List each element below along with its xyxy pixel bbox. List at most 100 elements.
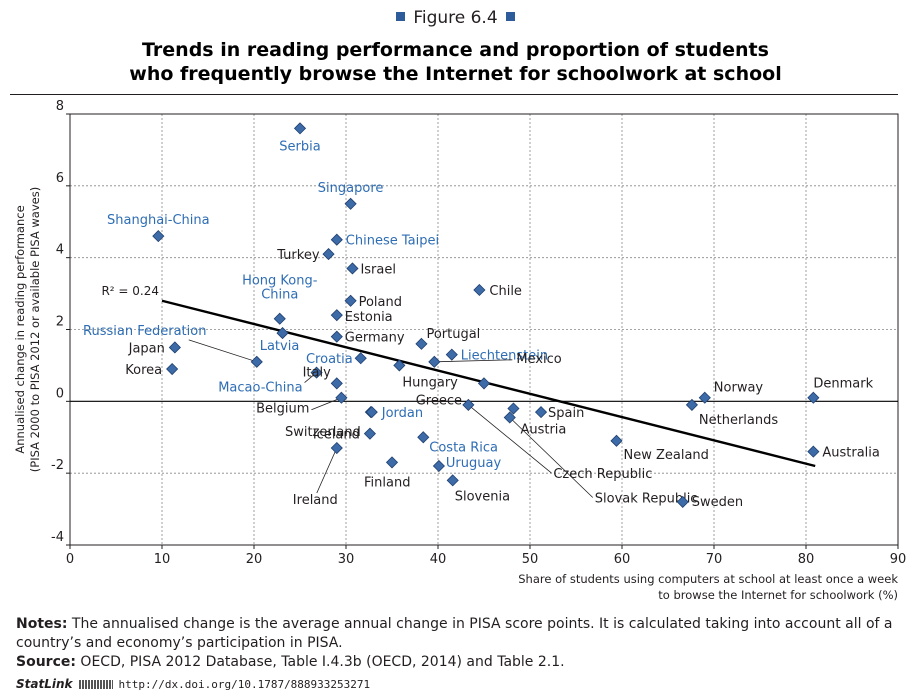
notes-line: Notes: The annualised change is the aver… bbox=[16, 615, 901, 653]
data-point bbox=[393, 359, 406, 372]
data-point bbox=[477, 377, 491, 390]
chart-title-line2: who frequently browse the Internet for s… bbox=[129, 63, 782, 85]
leader-line bbox=[316, 447, 338, 494]
data-point bbox=[344, 197, 357, 210]
y-tick-label: 2 bbox=[56, 315, 64, 330]
figure-label: Figure 6.4 bbox=[0, 8, 911, 28]
data-label: Portugal bbox=[426, 327, 480, 342]
leader-line bbox=[434, 359, 513, 363]
data-label: Finland bbox=[364, 475, 410, 490]
data-label: Croatia bbox=[306, 352, 353, 367]
x-tick-label: 90 bbox=[890, 552, 907, 567]
data-point bbox=[507, 402, 520, 415]
data-label: Shanghai-China bbox=[107, 213, 210, 228]
data-point bbox=[417, 431, 430, 444]
y-tick-label: 0 bbox=[56, 386, 64, 401]
data-label: Liechtenstein bbox=[461, 349, 548, 364]
data-label: Slovenia bbox=[455, 489, 510, 504]
data-point bbox=[473, 283, 486, 297]
square-bullet-icon bbox=[396, 12, 406, 21]
data-point bbox=[445, 348, 458, 361]
data-point bbox=[346, 262, 359, 275]
data-label: Singapore bbox=[318, 181, 384, 196]
data-label: Chinese Taipei bbox=[346, 234, 439, 249]
x-tick-label: 10 bbox=[154, 552, 171, 567]
data-point bbox=[152, 230, 165, 243]
data-label: Chile bbox=[489, 284, 522, 299]
data-label: Uruguay bbox=[446, 456, 502, 471]
data-label: Ireland bbox=[293, 493, 338, 508]
statlink: StatLink http://dx.doi.org/10.1787/888933… bbox=[16, 677, 370, 691]
data-label: Spain bbox=[548, 406, 584, 421]
x-axis-label: Share of students using computers at sch… bbox=[518, 572, 898, 586]
data-point bbox=[273, 312, 286, 325]
y-axis-label: (PISA 2000 to PISA 2012 or available PIS… bbox=[28, 187, 42, 472]
x-tick-label: 20 bbox=[246, 552, 263, 567]
data-point bbox=[330, 233, 343, 246]
data-label: Netherlands bbox=[699, 413, 778, 428]
statlink-url[interactable]: http://dx.doi.org/10.1787/888933253271 bbox=[118, 678, 371, 691]
y-tick-label: -4 bbox=[51, 530, 64, 545]
title-divider bbox=[10, 94, 898, 95]
notes-block: Notes: The annualised change is the aver… bbox=[16, 615, 901, 672]
data-point bbox=[250, 355, 263, 368]
y-axis-label: Annualised change in reading performance bbox=[13, 205, 27, 453]
data-label: Austria bbox=[520, 423, 566, 438]
data-label: Latvia bbox=[260, 339, 300, 354]
data-label: China bbox=[261, 288, 298, 303]
data-point bbox=[807, 445, 820, 458]
statlink-label: StatLink bbox=[16, 677, 73, 691]
leader-line bbox=[468, 404, 552, 474]
data-label: Serbia bbox=[279, 139, 320, 154]
data-point bbox=[698, 391, 711, 404]
data-label: Germany bbox=[345, 331, 405, 346]
data-point bbox=[322, 248, 335, 261]
data-label: Norway bbox=[714, 381, 764, 396]
data-label: Sweden bbox=[692, 495, 743, 510]
chart-title: Trends in reading performance and propor… bbox=[0, 38, 911, 86]
x-tick-label: 0 bbox=[66, 552, 74, 567]
notes-label: Notes: bbox=[16, 616, 68, 632]
y-tick-label: 6 bbox=[56, 171, 64, 186]
data-point bbox=[310, 366, 323, 379]
data-point bbox=[462, 398, 475, 411]
data-point bbox=[354, 352, 367, 365]
data-point bbox=[293, 122, 307, 135]
data-label: Belgium bbox=[256, 402, 309, 417]
x-axis-label: to browse the Internet for schoolwork (%… bbox=[658, 588, 898, 602]
x-tick-label: 50 bbox=[522, 552, 539, 567]
data-label: Iceland bbox=[313, 428, 360, 443]
data-label: Poland bbox=[359, 295, 402, 310]
y-tick-label: 4 bbox=[56, 243, 64, 258]
data-label: Italy bbox=[303, 365, 332, 380]
data-point bbox=[676, 495, 689, 508]
data-point bbox=[534, 406, 548, 419]
data-label: Macao-China bbox=[218, 381, 302, 396]
notes-text: The annualised change is the average ann… bbox=[16, 616, 893, 651]
x-tick-label: 60 bbox=[614, 552, 631, 567]
data-point bbox=[276, 327, 289, 340]
x-tick-label: 40 bbox=[430, 552, 447, 567]
data-point bbox=[330, 377, 343, 390]
data-label: Mexico bbox=[516, 352, 561, 367]
data-point bbox=[385, 456, 399, 469]
x-tick-label: 80 bbox=[798, 552, 815, 567]
data-point bbox=[168, 341, 181, 354]
data-point bbox=[166, 362, 179, 376]
x-tick-label: 30 bbox=[338, 552, 355, 567]
data-label: Hong Kong- bbox=[242, 274, 318, 289]
leader-line bbox=[311, 397, 342, 411]
chart-title-line1: Trends in reading performance and propor… bbox=[142, 39, 769, 61]
r-squared-label: R² = 0.24 bbox=[101, 284, 159, 298]
data-point bbox=[446, 474, 459, 487]
data-point bbox=[365, 406, 378, 419]
data-point bbox=[432, 459, 445, 473]
data-point bbox=[330, 330, 343, 343]
data-point bbox=[363, 427, 376, 440]
y-tick-label: 8 bbox=[56, 100, 64, 114]
leader-line bbox=[509, 417, 594, 498]
data-label: Switzerland bbox=[285, 425, 361, 440]
data-point bbox=[807, 391, 820, 404]
data-point bbox=[685, 398, 698, 411]
